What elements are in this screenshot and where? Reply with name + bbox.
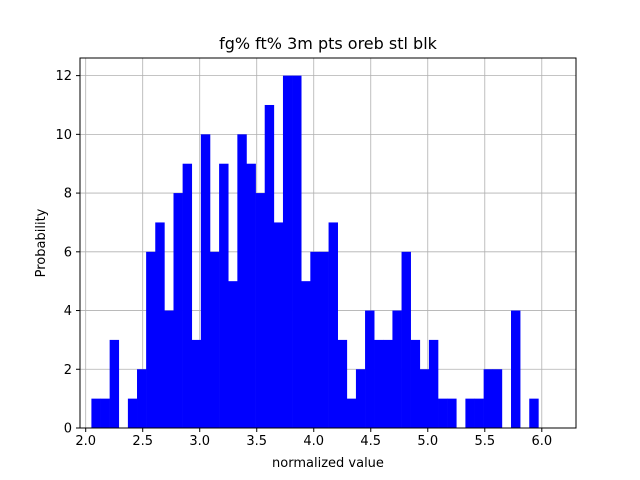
- histogram-bar: [191, 339, 202, 428]
- histogram-bar: [346, 398, 357, 428]
- y-axis-label: Probability: [34, 208, 49, 277]
- x-tick-label: 5.0: [417, 434, 438, 449]
- histogram-bar: [264, 104, 275, 428]
- histogram-bar: [237, 134, 247, 428]
- y-tick-label: 8: [64, 187, 72, 202]
- histogram-bar: [173, 193, 183, 428]
- histogram-bar: [310, 251, 320, 428]
- histogram-bar: [355, 369, 366, 428]
- x-axis-label: normalized value: [272, 456, 384, 471]
- x-tick-label: 2.5: [132, 434, 153, 449]
- histogram-bar: [137, 369, 147, 428]
- histogram-bar: [511, 310, 521, 428]
- histogram-bar: [428, 339, 439, 428]
- histogram-bar: [383, 339, 393, 428]
- x-tick-label: 5.5: [474, 434, 495, 449]
- histogram-bar: [200, 134, 211, 428]
- y-axis-ticks: 0 2 4 6 8 10 12: [55, 69, 80, 437]
- chart-title: fg% ft% 3m pts oreb stl blk: [219, 34, 438, 53]
- histogram-bar: [100, 398, 110, 428]
- histogram-bar: [492, 369, 503, 428]
- histogram-bar: [392, 310, 402, 428]
- histogram-bar: [410, 339, 421, 428]
- histogram-bar: [447, 398, 457, 428]
- y-tick-label: 10: [55, 128, 72, 143]
- y-tick-label: 2: [64, 363, 72, 378]
- x-tick-label: 3.5: [246, 434, 267, 449]
- y-tick-label: 12: [55, 69, 72, 84]
- x-tick-label: 2.0: [75, 434, 96, 449]
- histogram-bar: [465, 398, 475, 428]
- histogram-bar: [164, 310, 174, 428]
- histogram-bar: [219, 163, 229, 428]
- y-tick-label: 6: [64, 245, 72, 260]
- histogram-bar: [91, 398, 101, 428]
- histogram-bar: [282, 75, 293, 428]
- histogram-bar: [292, 75, 302, 428]
- x-tick-label: 6.0: [531, 434, 552, 449]
- histogram-bar: [228, 281, 238, 428]
- histogram-bar: [301, 281, 311, 428]
- histogram-bar: [127, 398, 138, 428]
- histogram-bar: [337, 339, 348, 428]
- histogram-bar: [146, 251, 156, 428]
- histogram-bar: [365, 310, 375, 428]
- histogram-bar: [529, 398, 539, 428]
- histogram-bar: [246, 163, 256, 428]
- x-tick-label: 3.0: [189, 434, 210, 449]
- x-axis-ticks: 2.0 2.5 3.0 3.5 4.0 4.5 5.0 5.5 6.0: [75, 428, 552, 449]
- histogram-bar: [474, 398, 484, 428]
- histogram-bars: [91, 75, 539, 428]
- y-tick-label: 0: [64, 422, 72, 437]
- histogram-bar: [182, 163, 193, 428]
- histogram-bar: [419, 369, 430, 428]
- x-tick-label: 4.0: [303, 434, 324, 449]
- histogram-bar: [209, 251, 220, 428]
- histogram-bar: [483, 369, 494, 428]
- x-tick-label: 4.5: [360, 434, 381, 449]
- histogram-bar: [155, 222, 165, 428]
- histogram-bar: [401, 251, 411, 428]
- histogram-bar: [374, 339, 384, 428]
- histogram-bar: [273, 222, 284, 428]
- histogram-bar: [319, 251, 329, 428]
- histogram-bar: [109, 339, 120, 428]
- y-tick-label: 4: [64, 304, 72, 319]
- histogram-bar: [438, 398, 448, 428]
- histogram-bar: [255, 193, 266, 428]
- plot-frame: [79, 57, 577, 429]
- histogram-bar: [328, 222, 338, 428]
